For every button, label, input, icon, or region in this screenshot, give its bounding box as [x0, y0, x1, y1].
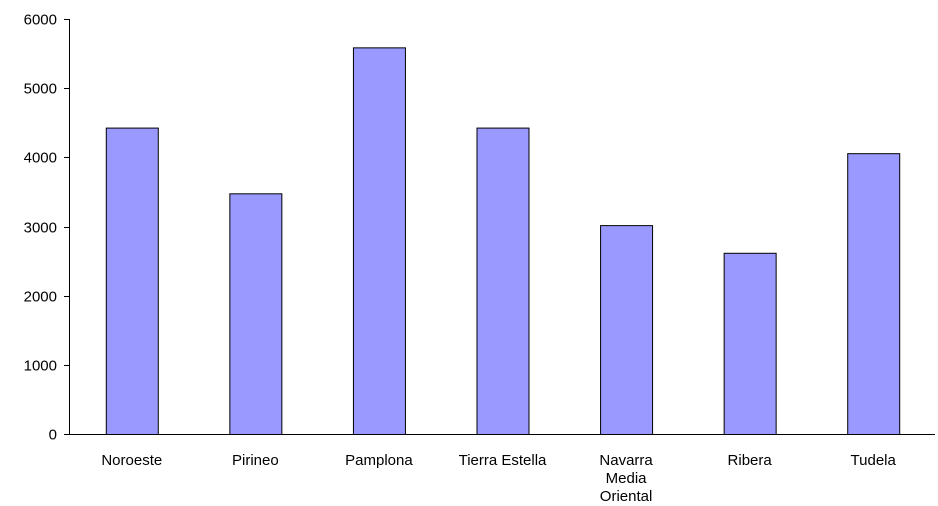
- bar: [105, 127, 159, 435]
- x-tick-label: Pirineo: [232, 452, 279, 469]
- bar: [723, 252, 777, 435]
- y-tick-label: 3000: [24, 220, 57, 237]
- x-tick-label: Tierra Estella: [459, 452, 547, 469]
- y-tick-label: 1000: [24, 358, 57, 375]
- x-tick-label: Tudela: [851, 452, 897, 469]
- bar: [600, 225, 654, 435]
- y-tick-label: 4000: [24, 150, 57, 167]
- bar: [847, 153, 901, 436]
- y-tick-label: 2000: [24, 289, 57, 306]
- y-tick-label: 6000: [24, 12, 57, 29]
- bar: [229, 193, 283, 435]
- x-tick-label: Noroeste: [101, 452, 162, 469]
- x-axis-labels: Noroeste Pirineo Pamplona Tierra Estella Nav…: [101, 452, 896, 505]
- y-tick-label: 0: [49, 427, 57, 444]
- y-axis-ticks: 0 1000 2000 3000 4000 5000 6000: [24, 12, 70, 444]
- x-tick-label: Pamplona: [345, 452, 413, 469]
- x-tick-label: Ribera: [728, 452, 773, 469]
- bar: [352, 47, 406, 435]
- bar: [476, 127, 530, 435]
- y-tick-label: 5000: [24, 81, 57, 98]
- bars: [105, 47, 901, 436]
- x-tick-label: Navarra Media Oriental: [599, 452, 653, 505]
